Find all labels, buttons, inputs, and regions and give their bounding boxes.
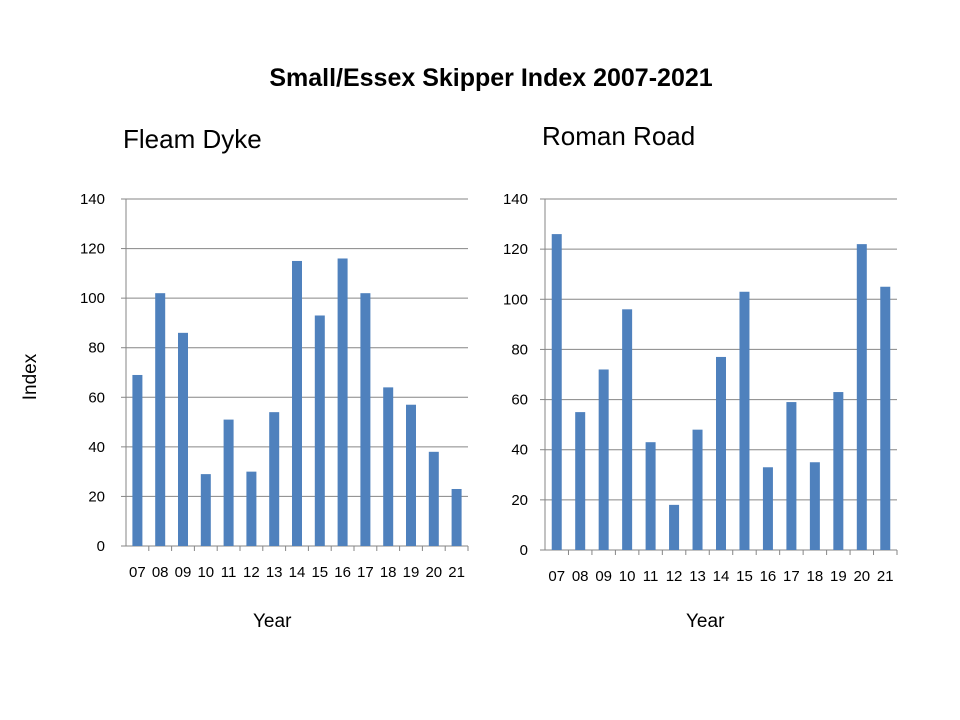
roman-road-y-tick-label: 140 [503, 191, 528, 208]
roman-road-x-tick-label: 14 [713, 568, 730, 585]
roman-road-x-tick-label: 10 [619, 568, 636, 585]
fleam-dyke-x-tick-label: 08 [152, 564, 169, 581]
roman-road-x-tick-label: 12 [666, 568, 683, 585]
roman-road-y-tick-label: 120 [503, 241, 528, 258]
fleam-dyke-x-tick-label: 09 [175, 564, 192, 581]
fleam-dyke-y-tick-label: 40 [88, 439, 105, 456]
fleam-dyke-bar-13 [269, 412, 280, 546]
roman-road-bar-20 [856, 244, 867, 550]
fleam-dyke-bar-09 [178, 332, 188, 546]
roman-road-bar-18 [809, 462, 820, 550]
roman-road-bar-16 [762, 467, 773, 550]
roman-road-y-tick-label: 100 [503, 291, 528, 308]
roman-road-x-tick-label: 16 [760, 568, 777, 585]
fleam-dyke-x-tick-label: 07 [129, 564, 146, 581]
fleam-dyke-bar-20 [428, 451, 439, 546]
fleam-dyke-bar-16 [337, 258, 348, 546]
roman-road-x-tick-label: 20 [853, 568, 870, 585]
fleam-dyke-x-tick-label: 10 [197, 564, 214, 581]
fleam-dyke-y-tick-label: 80 [88, 340, 105, 357]
roman-road-bar-21 [880, 286, 891, 550]
roman-road-bar-17 [786, 402, 797, 550]
fleam-dyke-bar-11 [223, 419, 234, 546]
fleam-dyke-x-tick-label: 21 [448, 564, 465, 581]
roman-road-y-tick-label: 40 [511, 442, 528, 459]
fleam-dyke-x-tick-label: 15 [311, 564, 328, 581]
fleam-dyke-x-tick-label: 17 [357, 564, 374, 581]
fleam-dyke-bar-07 [132, 374, 143, 546]
fleam-dyke-title: Fleam Dyke [123, 124, 262, 154]
fleam-dyke-x-tick-label: 13 [266, 564, 283, 581]
roman-road-bar-11 [645, 442, 656, 550]
fleam-dyke-x-tick-label: 14 [289, 564, 306, 581]
fleam-dyke-bar-17 [360, 293, 371, 546]
roman-road-bar-19 [833, 392, 844, 550]
fleam-dyke-bar-15 [314, 315, 325, 546]
roman-road-bar-10 [622, 309, 633, 550]
fleam-dyke-y-tick-label: 140 [80, 191, 105, 208]
roman-road-bar-15 [739, 291, 750, 550]
roman-road-x-tick-label: 11 [643, 568, 659, 585]
roman-road-bar-08 [575, 412, 586, 550]
fleam-dyke-y-tick-label: 20 [88, 488, 105, 505]
fleam-dyke-y-tick-label: 120 [80, 241, 105, 258]
roman-road-x-axis-title: Year [686, 611, 725, 632]
fleam-dyke-bar-18 [383, 387, 394, 546]
roman-road-bar-09 [598, 369, 609, 550]
fleam-dyke-x-tick-label: 18 [380, 564, 397, 581]
roman-road-x-tick-label: 18 [807, 568, 824, 585]
fleam-dyke-bar-08 [155, 293, 166, 546]
roman-road-y-tick-label: 0 [520, 542, 528, 559]
fleam-dyke-x-tick-label: 12 [243, 564, 260, 581]
fleam-dyke-x-tick-label: 11 [221, 564, 237, 581]
fleam-dyke-x-tick-label: 20 [425, 564, 442, 581]
roman-road-x-tick-label: 15 [736, 568, 753, 585]
roman-road-x-tick-label: 08 [572, 568, 589, 585]
roman-road-bar-07 [551, 234, 562, 550]
fleam-dyke-y-tick-label: 60 [88, 389, 105, 406]
roman-road-x-tick-label: 21 [877, 568, 894, 585]
roman-road-bar-14 [716, 356, 726, 550]
fleam-dyke-x-tick-label: 19 [403, 564, 420, 581]
fleam-dyke-y-tick-label: 0 [97, 538, 105, 555]
fleam-dyke-bar-14 [292, 260, 302, 546]
roman-road-x-tick-label: 17 [783, 568, 800, 585]
roman-road-x-tick-label: 19 [830, 568, 847, 585]
fleam-dyke-bar-10 [200, 474, 211, 546]
fleam-dyke-y-tick-label: 100 [80, 290, 105, 307]
fleam-dyke-bar-21 [451, 488, 462, 546]
roman-road-bar-13 [692, 429, 703, 550]
fleam-dyke-bar-12 [246, 471, 257, 546]
roman-road-x-tick-label: 09 [595, 568, 612, 585]
roman-road-y-tick-label: 80 [511, 341, 528, 358]
roman-road-x-tick-label: 13 [689, 568, 706, 585]
fleam-dyke-x-tick-label: 16 [334, 564, 351, 581]
fleam-dyke-bar-19 [406, 404, 416, 546]
roman-road-y-tick-label: 20 [511, 492, 528, 509]
roman-road-bar-12 [669, 504, 680, 550]
roman-road-x-tick-label: 07 [548, 568, 565, 585]
roman-road-y-tick-label: 60 [511, 392, 528, 409]
main-title: Small/Essex Skipper Index 2007-2021 [269, 64, 713, 92]
roman-road-title: Roman Road [542, 121, 696, 151]
fleam-dyke-x-axis-title: Year [253, 611, 292, 632]
